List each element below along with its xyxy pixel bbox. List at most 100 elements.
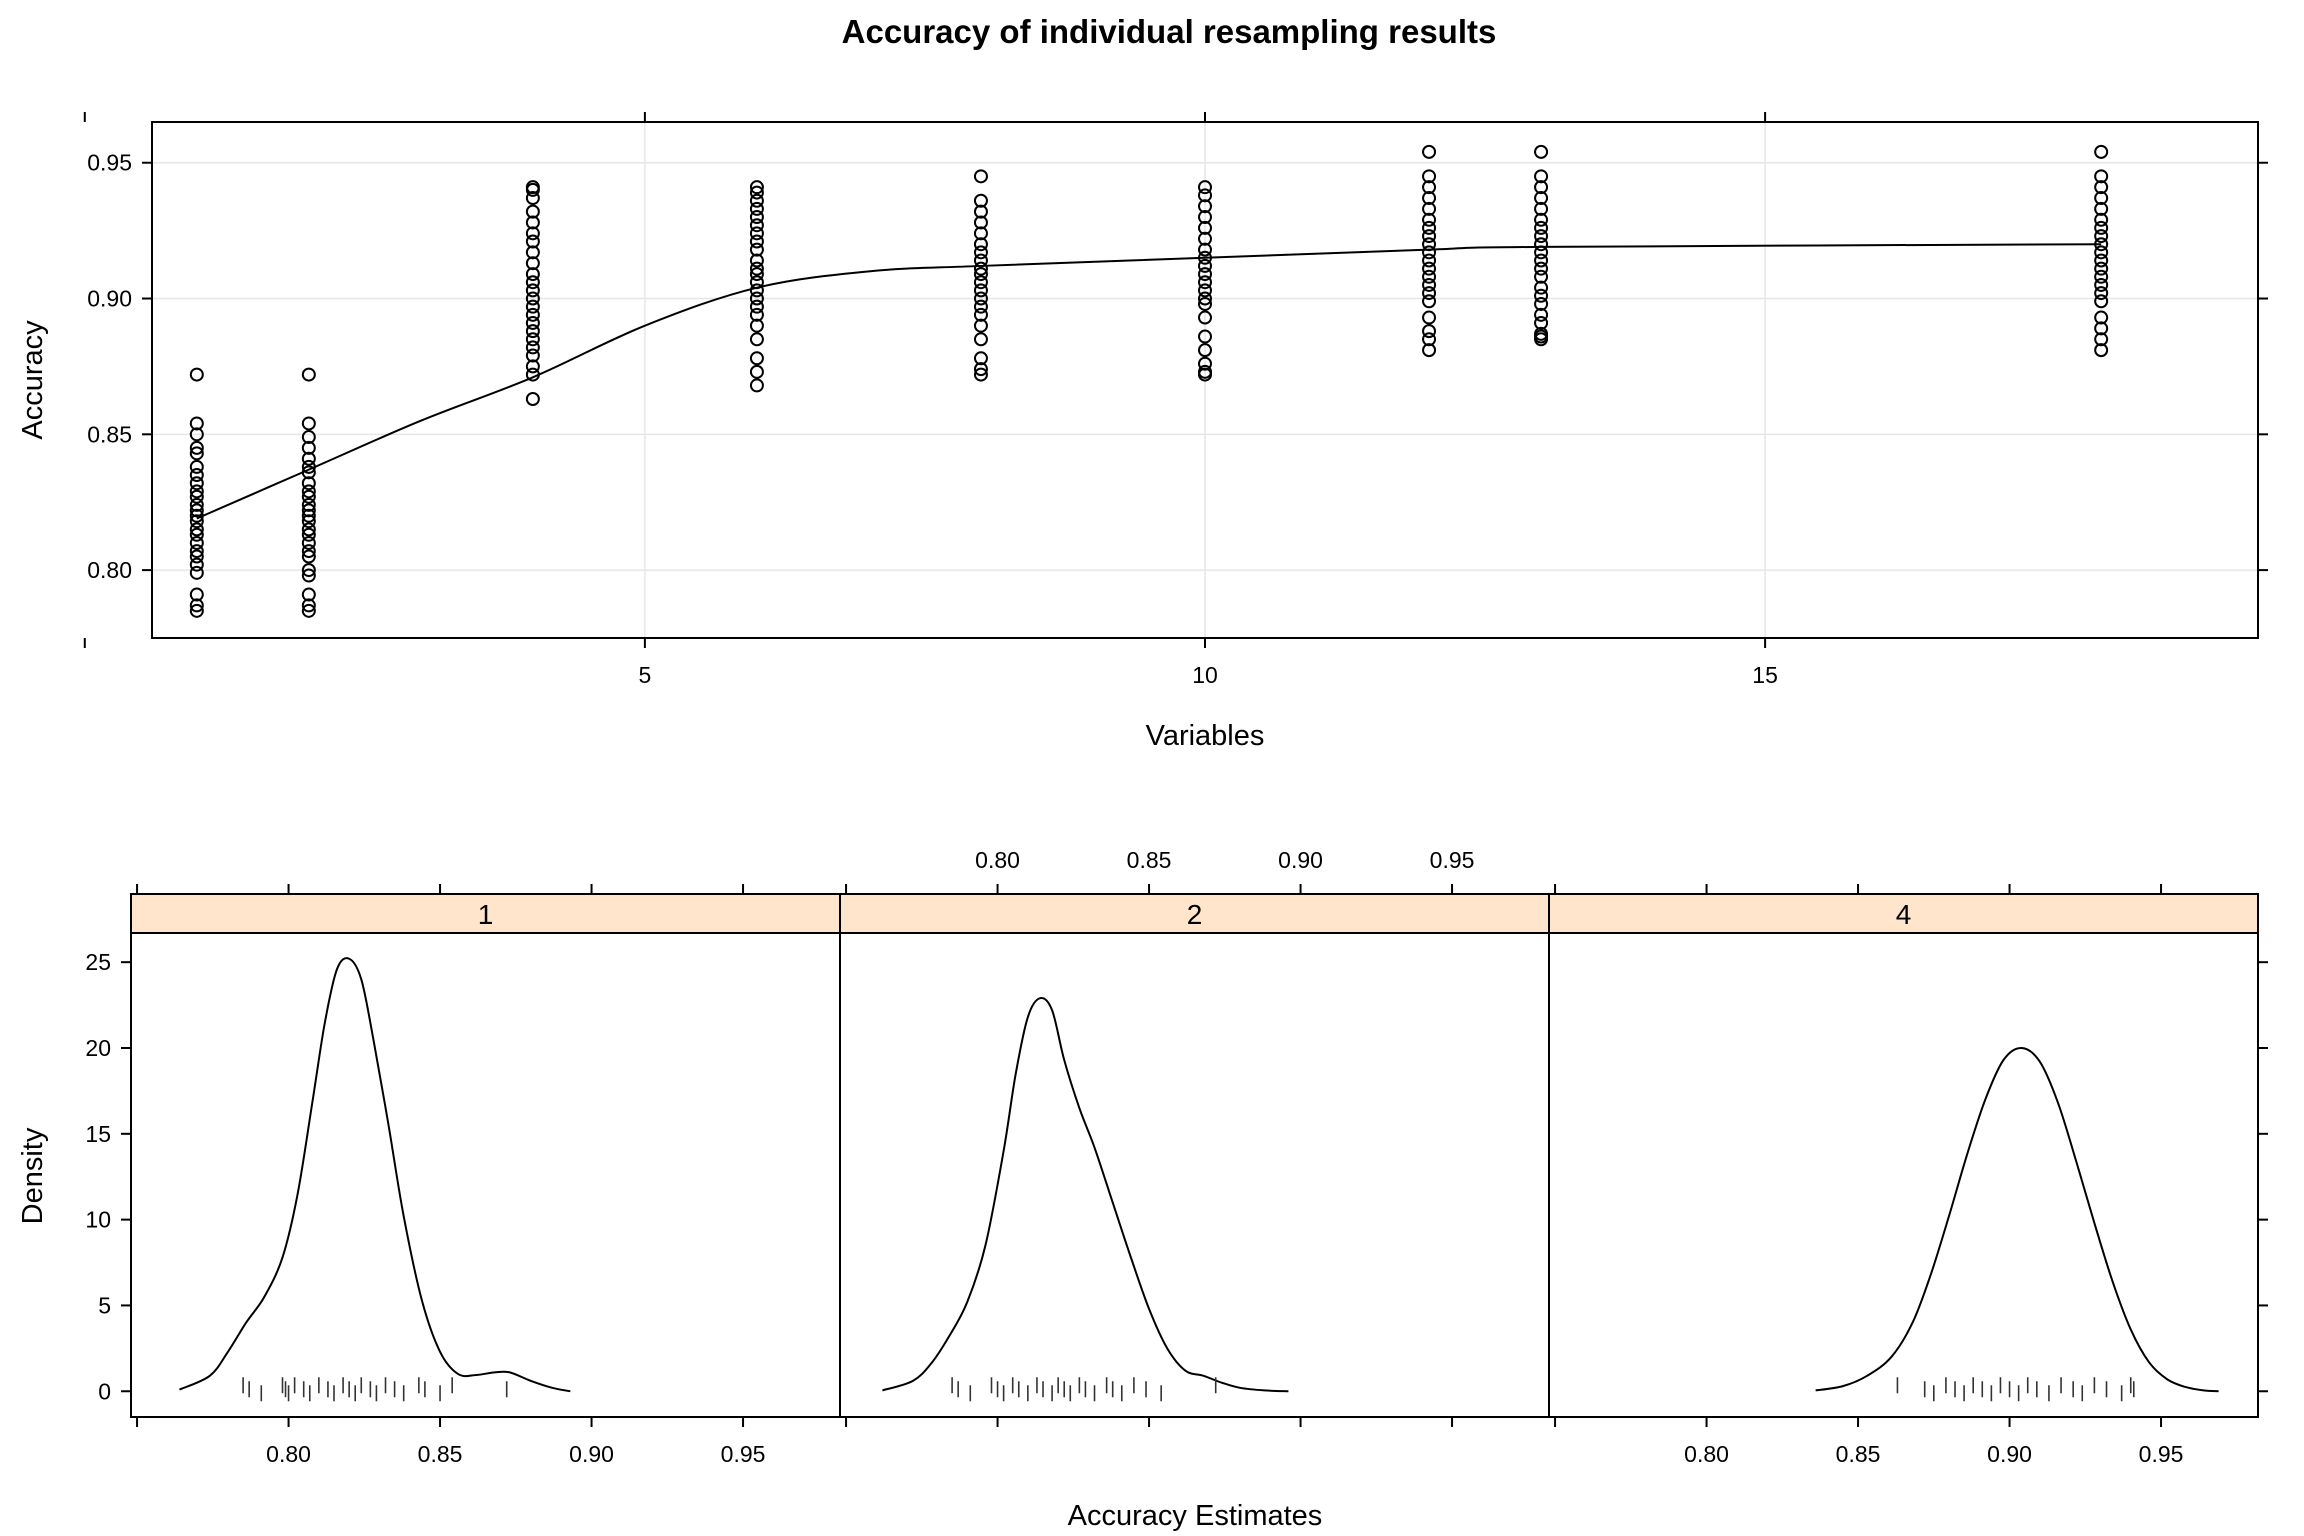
data-point [2094, 253, 2109, 268]
data-point [525, 359, 540, 374]
y-tick-label: 25 [85, 949, 111, 975]
data-point [189, 416, 204, 431]
data-point [973, 226, 988, 241]
data-point [1422, 310, 1437, 325]
x-tick-label: 0.95 [2139, 1441, 2184, 1467]
data-point [525, 299, 540, 314]
x-tick-label-top: 0.95 [1430, 847, 1475, 873]
data-point [1422, 277, 1437, 292]
data-point [1198, 231, 1212, 246]
data-point [1534, 144, 1549, 159]
density-panel-4: 4 0.80 0.85 0.90 0.95 [1548, 884, 2259, 1467]
data-point [1422, 294, 1437, 309]
data-point [2094, 310, 2109, 325]
data-point [301, 497, 316, 512]
data-point [1422, 253, 1437, 268]
data-point [301, 522, 316, 537]
data-point [973, 215, 988, 230]
y-tick-label: 20 [85, 1035, 111, 1061]
bottom-ylabel: Density [17, 1127, 49, 1224]
x-tick-label-top: 0.90 [1278, 847, 1323, 873]
data-point [749, 332, 764, 347]
data-point [1534, 307, 1549, 322]
data-point [2094, 261, 2109, 276]
data-point [2094, 191, 2109, 206]
x-tick-label: 10 [1192, 662, 1218, 688]
x-tick-label: 0.95 [721, 1441, 766, 1467]
data-point [973, 351, 988, 366]
data-point [749, 378, 764, 393]
data-point [1422, 332, 1437, 347]
data-point [1198, 356, 1212, 371]
data-point [1534, 220, 1549, 235]
data-point [189, 468, 204, 483]
data-point [189, 489, 204, 504]
data-point [301, 430, 316, 445]
density-curve [1815, 1046, 2219, 1393]
data-point [525, 182, 540, 197]
data-point [1534, 296, 1549, 311]
top-points [189, 144, 2109, 618]
data-point [1198, 310, 1212, 325]
x-tick-label-top: 0.80 [975, 847, 1020, 873]
data-point [525, 275, 540, 290]
data-point [749, 318, 764, 333]
data-point [973, 275, 988, 290]
data-point [1198, 210, 1212, 225]
data-point [301, 544, 316, 559]
data-point [525, 245, 540, 260]
data-point [1534, 229, 1549, 244]
panel-strip-label: 1 [478, 899, 494, 930]
data-point [189, 549, 204, 564]
data-point [301, 451, 316, 466]
data-point [1534, 261, 1549, 276]
x-tick-label: 0.90 [1987, 1441, 2032, 1467]
data-point [189, 598, 204, 613]
data-point [1198, 258, 1212, 273]
data-point [2094, 169, 2109, 184]
density-content: 1 0.80 0.85 0.90 0.95 2 0.80 0.85 0.90 0.95 4 0.80 0… [85, 847, 2268, 1467]
data-point [189, 544, 204, 559]
data-point [525, 267, 540, 282]
data-point [189, 535, 204, 550]
data-point [2094, 180, 2109, 195]
data-point [749, 226, 764, 241]
data-point [973, 362, 988, 377]
data-point [1422, 261, 1437, 276]
data-point [525, 256, 540, 271]
data-point [749, 242, 764, 257]
data-point [1422, 220, 1437, 235]
top-panel-frame [151, 121, 2259, 639]
data-point [301, 568, 316, 583]
data-point [973, 291, 988, 306]
data-point [2094, 144, 2109, 159]
data-point [973, 204, 988, 219]
data-point [1198, 220, 1212, 235]
data-point [973, 261, 988, 276]
data-point [189, 484, 204, 499]
data-point [1534, 169, 1549, 184]
data-point [1422, 212, 1437, 227]
density-panel-1: 1 0.80 0.85 0.90 0.95 [130, 884, 841, 1467]
data-point [749, 351, 764, 366]
data-point [749, 185, 764, 200]
data-point [189, 603, 204, 618]
data-point [525, 307, 540, 322]
data-point [2094, 332, 2109, 347]
data-point [1422, 180, 1437, 195]
data-point [301, 508, 316, 523]
panel-strip-label: 2 [1187, 899, 1203, 930]
data-point [525, 315, 540, 330]
y-tick-label: 10 [85, 1207, 111, 1233]
data-point [525, 191, 540, 206]
panel-frame [130, 932, 841, 1418]
data-point [973, 299, 988, 314]
data-point [1198, 267, 1212, 282]
data-point [525, 283, 540, 298]
data-point [1198, 367, 1212, 382]
data-point [1534, 332, 1549, 347]
data-point [2094, 286, 2109, 301]
data-point [189, 367, 204, 382]
data-point [973, 283, 988, 298]
